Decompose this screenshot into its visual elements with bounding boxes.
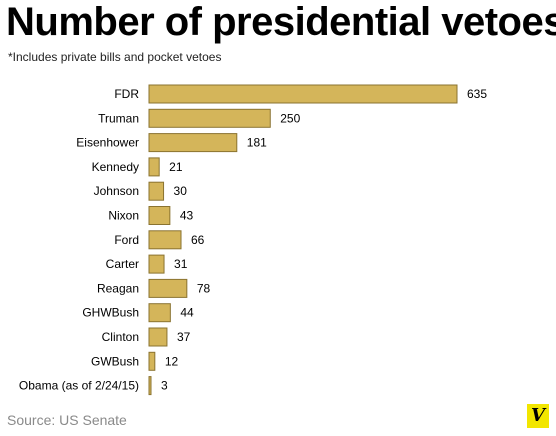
value-label: 30 [174, 184, 188, 198]
bar-reagan [148, 278, 188, 298]
category-label: Obama (as of 2/24/15) [19, 379, 139, 393]
bar-ghwbush [148, 303, 171, 323]
bar-gwbush [148, 351, 156, 371]
bar-ford [148, 230, 182, 250]
value-label: 181 [247, 136, 267, 150]
value-label: 12 [165, 354, 179, 368]
source-note: Source: US Senate [7, 412, 127, 428]
value-label: 21 [169, 160, 183, 174]
value-label: 66 [191, 233, 205, 247]
category-label: Kennedy [92, 160, 139, 174]
bar-obama-as-of-2-24-15 [148, 376, 152, 396]
category-label: GWBush [91, 354, 139, 368]
value-label: 31 [174, 257, 188, 271]
value-label: 78 [197, 281, 211, 295]
category-label: Johnson [94, 184, 139, 198]
bar-johnson [148, 181, 165, 201]
category-label: GHWBush [82, 306, 139, 320]
value-label: 37 [177, 330, 191, 344]
category-label: Ford [114, 233, 139, 247]
chart-subtitle: *Includes private bills and pocket vetoe… [8, 50, 222, 64]
vox-logo: V [527, 404, 549, 428]
value-label: 635 [467, 87, 487, 101]
value-label: 43 [180, 209, 194, 223]
category-label: Nixon [108, 209, 139, 223]
bar-fdr [148, 84, 458, 104]
category-label: Clinton [102, 330, 139, 344]
chart-title: Number of presidential vetoes [6, 0, 556, 44]
bar-clinton [148, 327, 168, 347]
value-label: 250 [280, 111, 300, 125]
category-label: FDR [114, 87, 139, 101]
bar-carter [148, 254, 165, 274]
value-label: 3 [161, 379, 168, 393]
bar-eisenhower [148, 133, 238, 153]
category-label: Carter [106, 257, 139, 271]
category-label: Reagan [97, 281, 139, 295]
logo-letter: V [531, 405, 545, 426]
bar-nixon [148, 206, 171, 225]
bar-truman [148, 108, 271, 128]
bar-kennedy [148, 157, 160, 177]
category-label: Truman [98, 111, 139, 125]
value-label: 44 [180, 306, 194, 320]
category-label: Eisenhower [76, 136, 139, 150]
